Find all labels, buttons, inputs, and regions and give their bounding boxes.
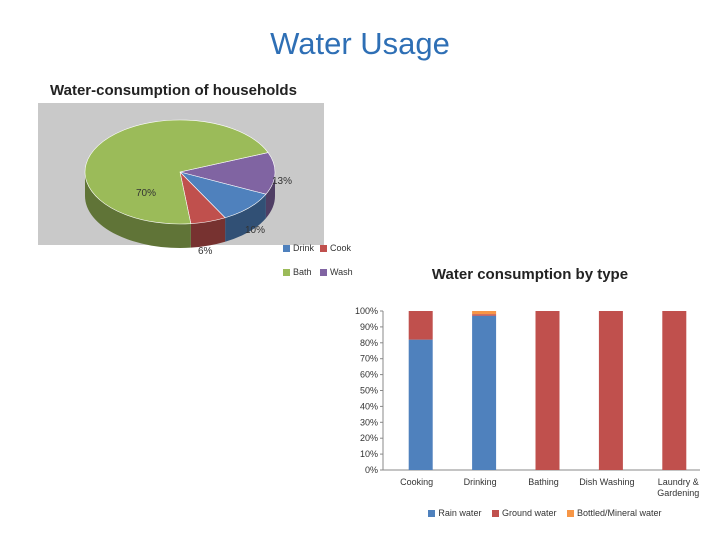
pie-label-bath: 70% [136,188,157,199]
bar-legend: Rain water Ground water Bottled/Mineral … [380,508,710,518]
legend-item-ground: Ground water [491,508,557,518]
y-tick-label: 0% [365,465,378,475]
x-tick-label: Gardening [657,488,699,498]
y-tick-label: 10% [360,449,378,459]
x-tick-label: Cooking [400,477,433,487]
y-tick-label: 40% [360,401,378,411]
bar-drinking-bottled-mineral-water [472,311,497,315]
legend-swatch-bottled [567,510,575,518]
legend-item-rain: Rain water [428,508,481,518]
pie-chart [84,119,276,248]
legend-swatch-cook [320,245,327,253]
legend-item-cook: Cook [320,243,351,253]
bar-laundry-gardening-ground-water [662,311,687,470]
legend-item-drink: Drink [283,243,314,253]
legend-swatch-bath [283,269,290,277]
bar-dish-washing-ground-water [598,311,623,470]
y-tick-label: 100% [355,306,378,316]
bar-cooking-ground-water [408,311,433,340]
pie-side-bath [85,172,191,248]
pie-slice-bath [84,119,269,225]
bar-chart-title: Water consumption by type [431,266,629,283]
pie-slice-wash [179,152,276,195]
legend-swatch-rain [428,510,436,518]
pie-side-drink [225,194,266,242]
legend-swatch-ground [491,510,499,518]
x-tick-label: Drinking [464,477,497,487]
bar-drinking-ground-water [472,314,497,316]
bar-cooking-rain-water [408,339,433,470]
pie-label-wash: 13% [272,176,293,187]
slide-title: Water Usage [270,26,450,61]
y-tick-label: 60% [360,370,378,380]
y-tick-label: 20% [360,433,378,443]
legend-item-bottled: Bottled/Mineral water [567,508,662,518]
pie-side-cook [190,217,226,248]
legend-item-wash: Wash [320,267,353,277]
y-tick-label: 70% [360,354,378,364]
legend-item-bath: Bath [283,267,312,277]
y-tick-label: 50% [360,386,378,396]
bar-chart: 0% 10% 20% 30% 40% 50% 60% 70% 80% 90% 100% Cooking… [355,306,700,498]
x-tick-label: Bathing [528,477,559,487]
pie-label-cook: 6% [198,246,213,257]
legend-swatch-wash [320,269,327,277]
bar-drinking-rain-water [472,315,497,470]
pie-label-drink: 10% [245,225,266,236]
x-tick-label: Dish Washing [579,477,634,487]
pie-chart-title: Water-consumption of households [50,82,297,99]
y-tick-label: 30% [360,417,378,427]
y-tick-label: 80% [360,338,378,348]
y-tick-label: 90% [360,322,378,332]
legend-swatch-drink [283,245,290,253]
x-tick-label: Laundry & [658,477,699,487]
bar-bathing-ground-water [535,311,560,470]
